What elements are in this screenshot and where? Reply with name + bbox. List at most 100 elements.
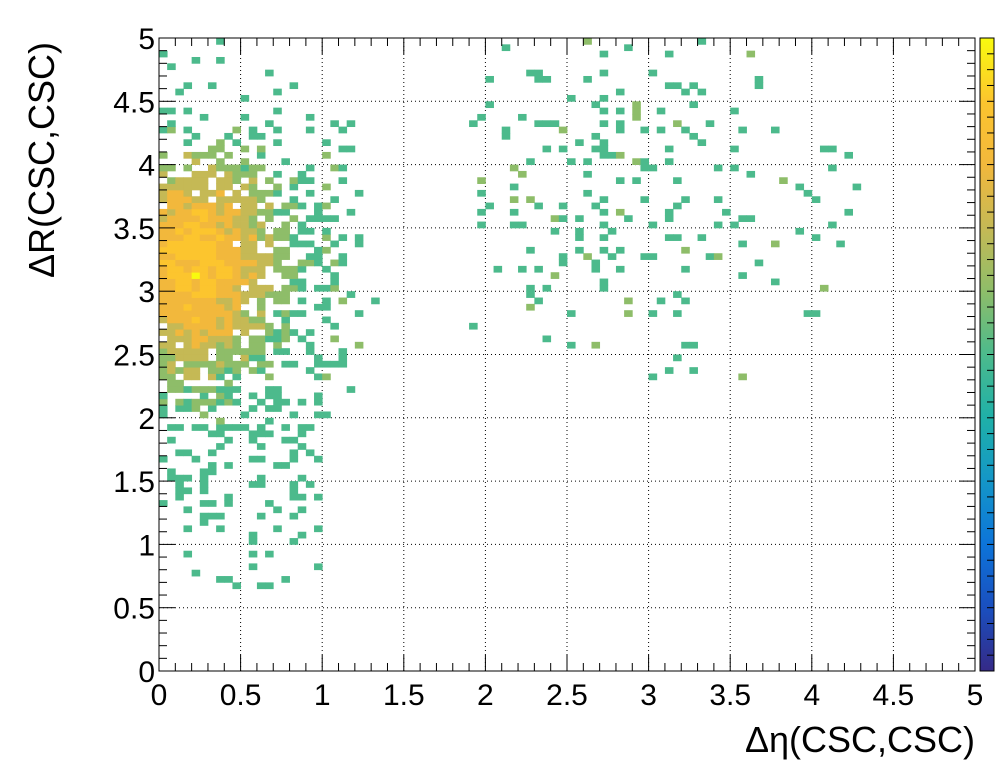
heatmap-cell <box>656 126 666 134</box>
heatmap-cell <box>224 341 233 349</box>
heatmap-cell <box>526 291 535 298</box>
heatmap-cell <box>305 126 315 134</box>
heatmap-cell <box>273 335 282 343</box>
heatmap-cell <box>477 189 486 197</box>
heatmap-cell <box>673 177 682 184</box>
heatmap-cell <box>648 69 658 77</box>
heatmap-cell <box>273 234 282 241</box>
heatmap-cell <box>191 246 201 254</box>
heatmap-cell <box>232 189 241 197</box>
heatmap-cell <box>175 253 184 260</box>
heatmap-cell <box>256 367 266 374</box>
heatmap-cell <box>591 101 601 109</box>
heatmap-cell <box>232 348 241 355</box>
heatmap-cell <box>224 265 233 273</box>
heatmap-cell <box>183 253 193 260</box>
heatmap-cell <box>305 259 315 267</box>
heatmap-cell <box>175 215 184 222</box>
heatmap-cell <box>207 259 217 267</box>
heatmap-cell <box>232 170 241 178</box>
heatmap-cell <box>305 329 315 336</box>
y-tick-label: 3 <box>138 276 155 309</box>
heatmap-cell <box>216 303 225 311</box>
heatmap-cell <box>640 164 649 172</box>
heatmap-cell <box>273 348 282 355</box>
heatmap-cell <box>207 240 217 248</box>
heatmap-cell <box>256 196 266 203</box>
heatmap-cell <box>689 132 698 140</box>
heatmap-cell <box>191 360 201 368</box>
heatmap-cell <box>281 234 290 241</box>
heatmap-cell <box>265 430 274 438</box>
heatmap-cell <box>640 126 649 134</box>
heatmap-cell <box>232 215 241 222</box>
heatmap-cell <box>607 151 617 159</box>
heatmap-cell <box>599 107 609 115</box>
heatmap-cell <box>281 398 290 406</box>
x-tick-label: 0.5 <box>220 679 262 712</box>
y-tick-label: 0.5 <box>113 593 155 626</box>
heatmap-cell <box>167 126 176 134</box>
heatmap-cell <box>216 56 225 64</box>
heatmap-cell <box>297 278 307 286</box>
heatmap-cell <box>281 348 290 355</box>
heatmap-cell <box>248 234 258 241</box>
heatmap-cell <box>256 443 266 450</box>
heatmap-cell <box>199 474 209 482</box>
heatmap-cell <box>175 335 184 343</box>
heatmap-cell <box>232 246 241 254</box>
heatmap-cell <box>207 202 217 210</box>
heatmap-cell <box>224 177 233 184</box>
heatmap-cell <box>738 272 747 279</box>
axis-ticks <box>158 37 976 672</box>
heatmap-cell <box>248 348 258 355</box>
heatmap-cell <box>167 379 176 387</box>
heatmap-cell <box>167 215 176 222</box>
heatmap-cell <box>338 297 348 305</box>
heatmap-cell <box>534 297 543 305</box>
heatmap-cell <box>240 297 250 305</box>
heatmap-cell <box>159 411 168 419</box>
heatmap-cell <box>322 373 331 381</box>
heatmap-cell <box>297 284 307 292</box>
heatmap-cell <box>558 259 568 267</box>
heatmap-cell <box>297 202 307 210</box>
heatmap-cell <box>256 582 266 590</box>
heatmap-cell <box>216 297 225 305</box>
heatmap-cell <box>191 56 201 64</box>
y-tick-label: 0 <box>138 656 155 689</box>
heatmap-cell <box>664 158 674 165</box>
heatmap-cell <box>248 316 258 324</box>
heatmap-cell <box>159 316 168 324</box>
heatmap-cell <box>697 139 707 147</box>
heatmap-cell <box>207 316 217 324</box>
heatmap-cell <box>354 234 364 241</box>
heatmap-cell <box>207 284 217 292</box>
heatmap-cell <box>803 189 813 197</box>
heatmap-cell <box>273 265 282 273</box>
heatmap-cell <box>159 500 168 507</box>
heatmap-cell <box>159 50 168 58</box>
y-tick-label: 2 <box>138 403 155 436</box>
heatmap-cell <box>207 189 217 197</box>
heatmap-cell <box>289 215 299 222</box>
heatmap-cell <box>199 386 209 393</box>
heatmap-cell <box>330 272 339 279</box>
heatmap-cell <box>207 373 217 381</box>
heatmap-cell <box>216 278 225 286</box>
heatmap-cell <box>232 265 241 273</box>
heatmap-cell <box>248 405 258 412</box>
heatmap-cell <box>183 272 193 279</box>
heatmap-cell <box>599 208 609 216</box>
heatmap-cell <box>191 227 201 235</box>
heatmap-cell <box>248 202 258 210</box>
heatmap-cell <box>159 341 168 349</box>
heatmap-cell <box>224 500 233 507</box>
heatmap-cell <box>207 462 217 469</box>
heatmap-cell <box>167 202 176 210</box>
heatmap-cell <box>673 291 682 298</box>
heatmap-cell <box>640 158 649 165</box>
heatmap-cell <box>265 202 274 210</box>
heatmap-cell <box>167 221 176 229</box>
heatmap-cell <box>305 240 315 248</box>
